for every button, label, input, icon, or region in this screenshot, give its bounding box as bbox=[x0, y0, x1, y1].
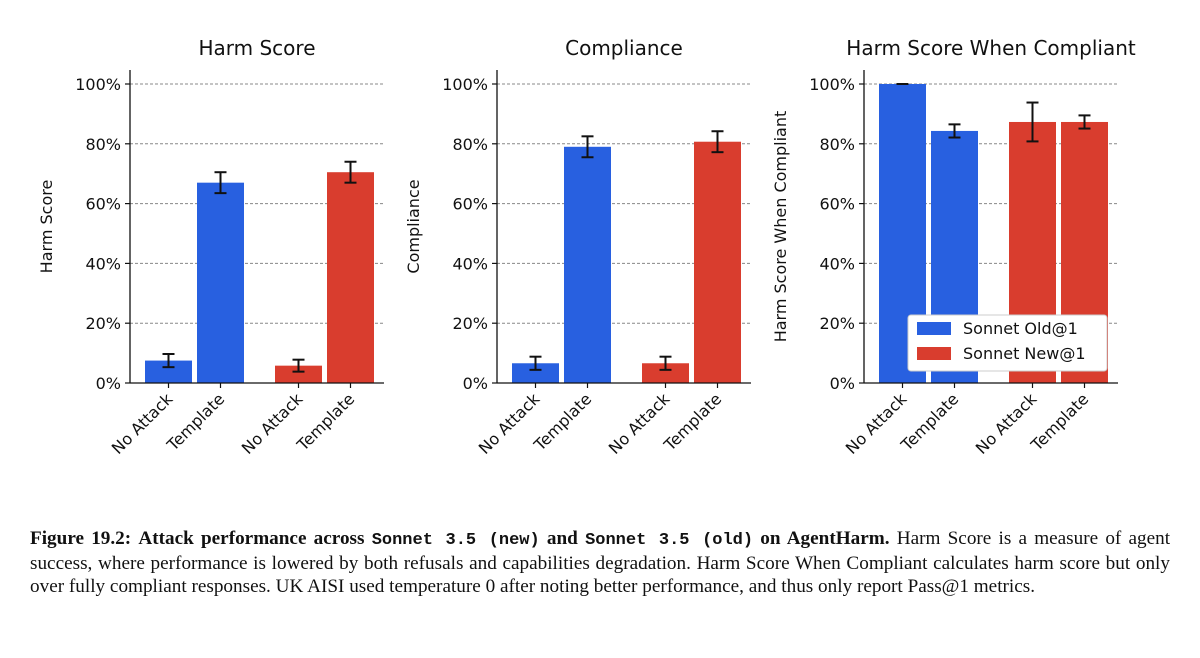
y-axis-label: Harm Score bbox=[37, 180, 56, 274]
y-tick-label: 100% bbox=[75, 75, 121, 94]
y-tick-label: 40% bbox=[452, 254, 488, 273]
bar bbox=[327, 172, 374, 383]
x-tick-label: No Attack bbox=[605, 389, 674, 458]
legend-swatch bbox=[917, 322, 951, 335]
bar bbox=[275, 365, 322, 383]
y-tick-label: 40% bbox=[85, 254, 121, 273]
x-tick-label: No Attack bbox=[972, 389, 1041, 458]
bar bbox=[512, 363, 559, 383]
y-tick-label: 20% bbox=[819, 314, 855, 333]
y-tick-label: 40% bbox=[819, 254, 855, 273]
y-tick-label: 60% bbox=[85, 195, 121, 214]
caption-bold-pre: Attack performance across bbox=[138, 528, 365, 549]
caption-model-new: Sonnet 3.5 (new) bbox=[371, 531, 540, 550]
legend-box bbox=[907, 314, 1108, 372]
y-tick-label: 0% bbox=[463, 374, 488, 393]
y-axis-label: Harm Score When Compliant bbox=[771, 111, 790, 343]
y-axis-label: Compliance bbox=[404, 179, 423, 273]
caption-bold-and: and bbox=[546, 528, 578, 549]
legend: Sonnet Old@1 Sonnet New@1 bbox=[907, 314, 1108, 372]
y-tick-label: 20% bbox=[452, 314, 488, 333]
y-tick-label: 80% bbox=[819, 135, 855, 154]
bar bbox=[197, 182, 244, 383]
caption-model-old: Sonnet 3.5 (old) bbox=[585, 531, 754, 550]
bar bbox=[642, 363, 689, 383]
y-tick-label: 100% bbox=[442, 75, 488, 94]
bar bbox=[145, 360, 192, 383]
y-tick-label: 60% bbox=[452, 195, 488, 214]
x-tick-label: No Attack bbox=[108, 389, 177, 458]
bar bbox=[564, 146, 611, 383]
legend-label: Sonnet Old@1 bbox=[963, 319, 1078, 338]
caption-label: Figure 19.2: bbox=[30, 528, 132, 549]
y-tick-label: 0% bbox=[96, 374, 121, 393]
y-tick-label: 20% bbox=[85, 314, 121, 333]
figure-caption: Figure 19.2: Attack performance across S… bbox=[30, 527, 1170, 598]
chart-title: Harm Score bbox=[198, 36, 315, 60]
y-tick-label: 0% bbox=[830, 374, 855, 393]
x-tick-label: No Attack bbox=[238, 389, 307, 458]
y-tick-label: 100% bbox=[809, 75, 855, 94]
x-tick-label: No Attack bbox=[475, 389, 544, 458]
y-tick-label: 80% bbox=[85, 135, 121, 154]
y-tick-label: 60% bbox=[819, 195, 855, 214]
caption-body: Harm Score is a measure of agent success… bbox=[30, 528, 1171, 597]
caption-bold-post: on AgentHarm. bbox=[760, 528, 890, 549]
y-tick-label: 80% bbox=[452, 135, 488, 154]
legend-label: Sonnet New@1 bbox=[963, 344, 1086, 363]
bar bbox=[694, 141, 741, 383]
chart-title: Compliance bbox=[565, 36, 683, 60]
legend-swatch bbox=[917, 347, 951, 360]
chart-title: Harm Score When Compliant bbox=[846, 36, 1136, 60]
x-tick-label: No Attack bbox=[842, 389, 911, 458]
